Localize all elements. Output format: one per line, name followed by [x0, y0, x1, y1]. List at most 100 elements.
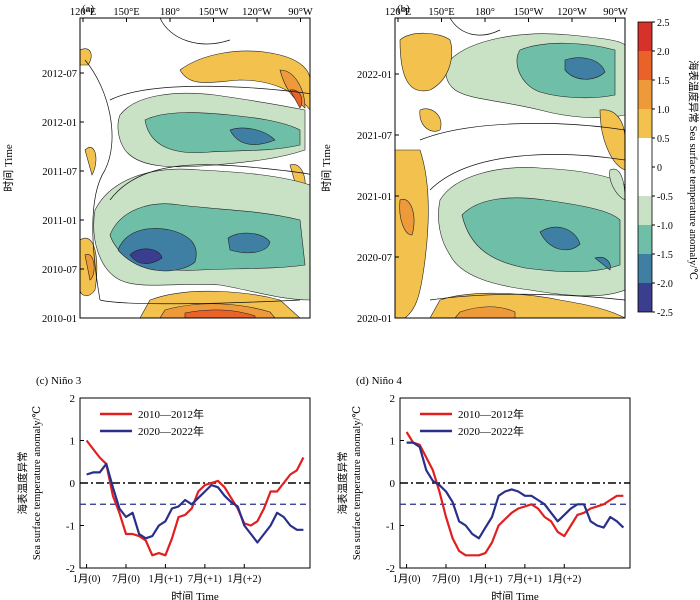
panel-b-label: (b)	[397, 3, 410, 15]
contour-region	[461, 197, 621, 273]
contour-region	[229, 127, 276, 145]
lon-tick-label: 90°W	[288, 7, 313, 18]
x-tick-label: 1月(+1)	[148, 573, 182, 585]
lon-tick-label: 150°W	[199, 7, 229, 18]
lon-tick-label: 180°	[160, 7, 180, 18]
colorbar-band	[638, 138, 652, 167]
x-tick-label: 1月(0)	[393, 573, 421, 585]
contour-region	[289, 89, 303, 109]
panel-a-axes: 120°E 150°E 180° 150°W 120°W 90°W 2012-07 2012-…	[42, 7, 313, 325]
x-tick-label: 1月(+1)	[468, 573, 502, 585]
colorbar-band	[638, 109, 652, 138]
time-tick-label: 2010-07	[42, 265, 77, 276]
panel-a-contours	[80, 18, 310, 318]
x-tick-label: 1月(+2)	[547, 573, 581, 585]
y-tick-label: 1	[390, 436, 396, 448]
panel-b-axes: 120°E 150°E 180° 150°W 120°W 90°W 2022-01 2021-…	[357, 7, 628, 325]
contour-region	[399, 32, 453, 92]
lon-tick-label: 120°E	[385, 7, 411, 18]
contour-region	[80, 48, 92, 66]
contour-region	[539, 226, 581, 251]
colorbar-tick-label: 2.5	[657, 18, 670, 29]
y-axis-label-en: Sea surface temperature anomaly/℃	[352, 406, 363, 561]
y-tick-label: -2	[386, 563, 395, 575]
time-tick-label: 2021-01	[357, 192, 392, 203]
colorbar-tick-label: 0	[657, 163, 662, 174]
colorbar-tick-label: -1.0	[657, 221, 673, 232]
contour-region	[454, 306, 516, 318]
x-tick-label: 7月(0)	[432, 573, 460, 585]
lon-tick-label: 120°E	[70, 7, 96, 18]
x-tick-label: 7月(0)	[112, 573, 140, 585]
y-axis-label-en: Sea surface temperature anomaly/℃	[32, 406, 43, 561]
x-tick-label: 7月(+1)	[508, 573, 542, 585]
panel-a-label: (a)	[82, 3, 95, 15]
lon-tick-label: 150°E	[428, 7, 454, 18]
colorbar-band	[638, 283, 652, 312]
line-chart-title: (d) Niño 4	[356, 375, 402, 387]
colorbar-tick-label: 1.5	[657, 76, 670, 87]
line-chart-nino3: (c) Niño 3 -2 -1 0 1 2 1月(0) 7月(0) 1月(+1) 7月(+1) 1…	[16, 375, 311, 600]
y-tick-label: -1	[66, 521, 75, 533]
time-tick-label: 2022-01	[357, 70, 392, 81]
contour-region	[84, 147, 97, 176]
y-tick-label: -2	[66, 563, 75, 575]
colorbar-tick-label: -2.5	[657, 308, 673, 319]
lon-tick-label: 120°W	[242, 7, 272, 18]
lon-tick-label: 120°W	[557, 7, 587, 18]
contour-region	[84, 254, 95, 281]
lon-tick-label: 150°W	[514, 7, 544, 18]
colorbar-tick-label: 2.0	[657, 47, 670, 58]
contour-region	[179, 50, 310, 111]
x-tick-label: 1月(+2)	[227, 573, 261, 585]
x-axis-label: 时间 Time	[491, 590, 539, 600]
time-tick-label: 2010-01	[42, 314, 77, 325]
time-tick-label: 2020-07	[357, 253, 392, 264]
colorbar-label: 海表温度异常 Sea surface temperature anomaly/℃	[687, 60, 700, 280]
contour-region	[129, 248, 163, 264]
legend-label: 2020—2022年	[458, 424, 524, 438]
legend-label: 2020—2022年	[138, 424, 204, 438]
lon-tick-label: 150°E	[113, 7, 139, 18]
panel-b-contours	[395, 18, 625, 318]
contour-region	[564, 57, 606, 80]
colorbar-tick-label: -1.5	[657, 250, 673, 261]
colorbar-band	[638, 225, 652, 254]
panel-a-ylabel: 时间 Time	[2, 144, 15, 192]
colorbar-band	[638, 196, 652, 225]
hovmoller-panel-b: 120°E 150°E 180° 150°W 120°W 90°W 2022-01 2021-…	[357, 3, 628, 325]
time-tick-label: 2011-07	[42, 167, 77, 178]
y-axis-label-cn: 海表温度异常	[16, 452, 29, 515]
series-line-2020-2022	[406, 441, 625, 540]
y-tick-label: 1	[70, 436, 76, 448]
y-tick-label: 2	[390, 393, 396, 405]
y-tick-label: -1	[386, 521, 395, 533]
legend-label: 2010—2012年	[458, 407, 524, 421]
line-chart-nino4: (d) Niño 4 -2 -1 0 1 2 1月(0) 7月(0) 1月(+1) 7月(+1) 1…	[336, 375, 631, 600]
x-axis-label: 时间 Time	[171, 590, 219, 600]
x-tick-label: 7月(+1)	[188, 573, 222, 585]
contour-region	[184, 309, 256, 318]
time-tick-label: 2011-01	[42, 216, 77, 227]
y-tick-label: 2	[70, 393, 76, 405]
contour-region	[609, 168, 625, 201]
time-tick-label: 2012-07	[42, 69, 77, 80]
colorbar-band	[638, 167, 652, 196]
panel-b-ylabel: 时间 Time	[320, 144, 333, 192]
y-tick-label: 0	[70, 478, 76, 490]
lon-tick-label: 180°	[475, 7, 495, 18]
colorbar: 2.5 2.0 1.5 1.0 0.5 0 -0.5 -1.0 -1.5 -2.0 -2.5	[637, 18, 673, 319]
contour-region	[419, 108, 442, 132]
line-chart-title: (c) Niño 3	[36, 375, 82, 387]
contour-region	[227, 232, 271, 254]
colorbar-tick-label: -0.5	[657, 192, 673, 203]
y-axis-label-cn: 海表温度异常	[336, 452, 349, 515]
x-tick-label: 1月(0)	[73, 573, 101, 585]
colorbar-tick-label: -2.0	[657, 279, 673, 290]
hovmoller-panel-a: 120°E 150°E 180° 150°W 120°W 90°W 2012-07 2012-…	[42, 3, 313, 325]
time-tick-label: 2020-01	[357, 314, 392, 325]
colorbar-band	[638, 80, 652, 109]
contour-region	[399, 198, 415, 236]
time-tick-label: 2012-01	[42, 118, 77, 129]
